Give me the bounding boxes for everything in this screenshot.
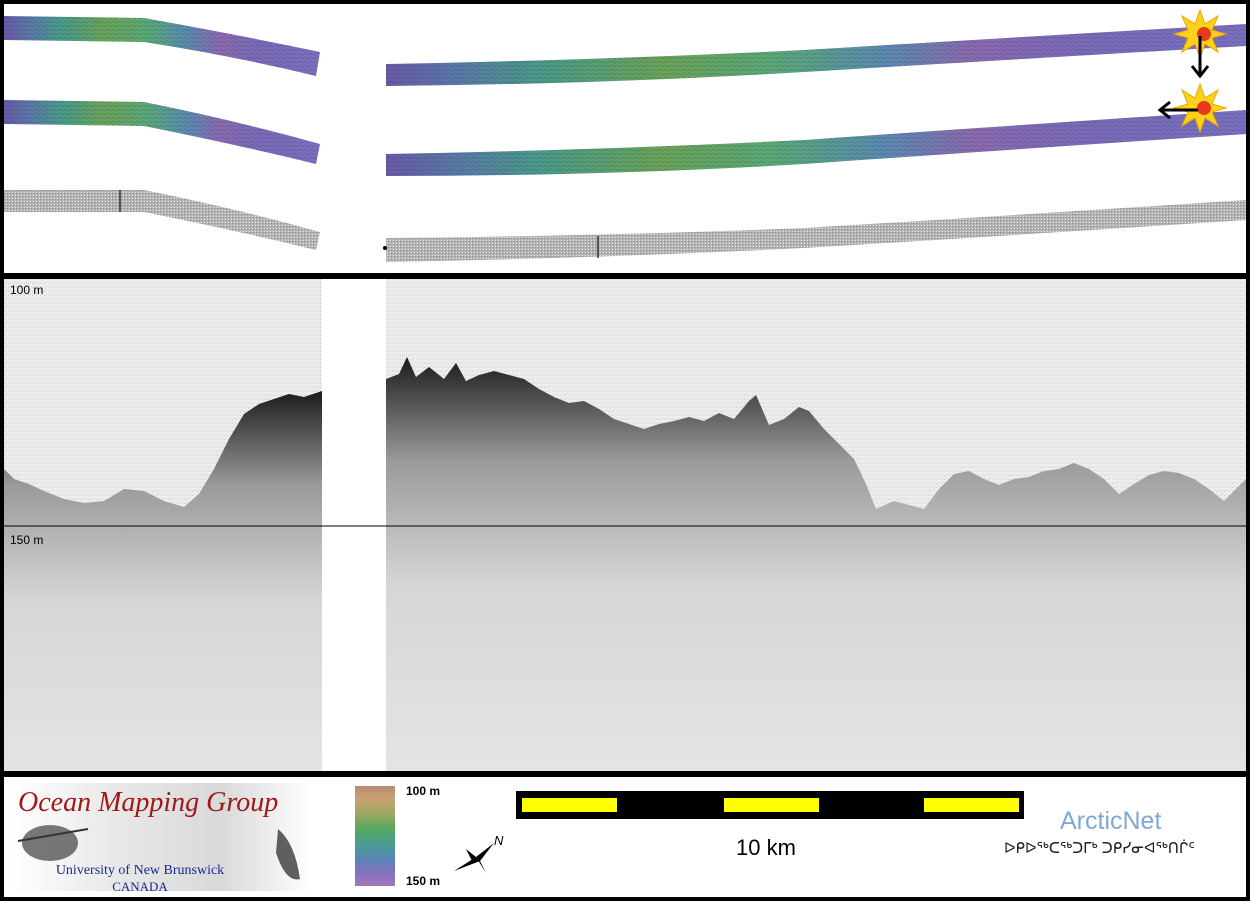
- logo-title: Ocean Mapping Group: [18, 787, 279, 818]
- arrow-down-icon: [1190, 36, 1210, 79]
- depth-label-150m: 150 m: [10, 533, 44, 547]
- sunburst-icon: [1172, 8, 1228, 60]
- swath-map: [4, 8, 1246, 262]
- colorbar-top-label: 100 m: [406, 784, 441, 798]
- scale-bar-label: 10 km: [736, 835, 796, 860]
- swath-map-panel: [4, 4, 1246, 273]
- arcticnet-logo: ArcticNet: [1060, 807, 1162, 835]
- data-gap: [322, 279, 386, 771]
- north-arrow-icon: N: [454, 833, 504, 873]
- depth-label-100m: 100 m: [10, 283, 44, 297]
- depth-colorbar: [355, 786, 395, 886]
- swath-grey-3: [4, 190, 1246, 262]
- arcticnet-syllabics: ᐅᑭᐅᖅᑕᖅᑐᒥᒃ ᑐᑭᓯᓂᐊᖅᑎᒌᑦ: [1004, 840, 1195, 857]
- arrow-left-icon: [1157, 100, 1198, 120]
- subbottom-profile: [4, 279, 1246, 771]
- ocean-mapping-group-logo: Ocean Mapping Group University of New Br…: [10, 783, 312, 894]
- colorbar-bottom-label: 150 m: [406, 874, 441, 888]
- north-letter: N: [494, 833, 504, 848]
- seabed-reflector-right: [386, 357, 1246, 771]
- logo-sonar-image: [17, 825, 300, 880]
- sunburst-icon: [1172, 82, 1228, 134]
- swath-backscatter-1: [4, 16, 1246, 86]
- subbottom-profile-panel: 100 m 150 m: [4, 279, 1246, 771]
- logo-university: University of New Brunswick: [55, 863, 225, 878]
- seabed-reflector-left: [4, 391, 322, 771]
- swath-backscatter-2: [4, 100, 1246, 176]
- logo-country: CANADA: [112, 879, 168, 894]
- scale-bar: [516, 791, 1024, 819]
- legend-panel: Ocean Mapping Group University of New Br…: [4, 777, 1246, 897]
